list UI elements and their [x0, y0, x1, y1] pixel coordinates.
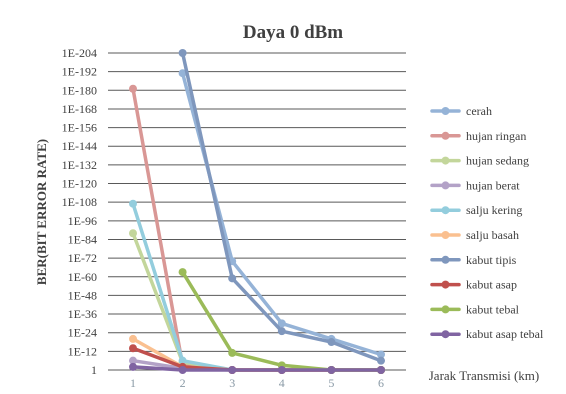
legend-swatch-marker: [441, 255, 450, 264]
data-point: [129, 344, 137, 353]
legend-item: kabut tipis: [430, 253, 517, 267]
series-line: [131, 365, 383, 372]
data-point: [327, 338, 336, 347]
legend-swatch-marker: [441, 131, 450, 140]
chart-title: Daya 0 dBm: [243, 22, 343, 43]
y-tick-label: 1E-72: [68, 251, 97, 265]
legend-item: salju kering: [430, 203, 522, 217]
series-kabut-tipis: [178, 49, 385, 365]
legend-item: hujan berat: [430, 178, 520, 192]
legend-item: kabut asap: [430, 278, 517, 292]
legend-label: salju kering: [466, 203, 522, 217]
data-point: [228, 366, 237, 374]
legend-swatch-marker: [441, 181, 450, 190]
y-tick-label: 1E-108: [62, 195, 97, 209]
legend-label: hujan ringan: [466, 129, 526, 143]
legend-swatch-marker: [441, 206, 450, 215]
legend-label: kabut asap: [466, 278, 517, 292]
legend: cerah hujan ringan hujan sedang hujan berat…: [430, 104, 544, 341]
legend-swatch-marker: [441, 280, 450, 289]
series-line: [180, 71, 383, 357]
legend-label: kabut tebal: [466, 302, 520, 316]
data-point: [178, 268, 187, 277]
legend-label: kabut tipis: [466, 253, 517, 267]
grid-lines: [108, 52, 406, 371]
y-tick-label: 1E-192: [62, 65, 97, 79]
data-point: [377, 350, 385, 359]
data-point: [377, 356, 385, 365]
data-point: [178, 69, 187, 78]
data-point: [129, 84, 137, 93]
data-point: [129, 334, 137, 343]
legend-item: hujan ringan: [430, 129, 526, 143]
y-tick-label: 1E-84: [68, 232, 97, 246]
y-axis-ticks: 1E-204 1E-192 1E-180 1E-168 1E-156 1E-144 1E-1…: [62, 46, 97, 377]
x-tick-label: 3: [229, 376, 235, 390]
data-point: [129, 199, 137, 208]
data-point: [228, 274, 237, 283]
legend-label: kabut asap tebal: [466, 327, 544, 341]
series-hujan-sedang: [129, 229, 385, 374]
y-tick-label: 1E-156: [62, 121, 97, 135]
y-tick-label: 1E-168: [62, 102, 97, 116]
data-point: [129, 229, 137, 238]
y-tick-label: 1E-180: [62, 83, 97, 97]
x-axis-ticks: 1 2 3 4 5 6: [130, 376, 384, 390]
x-tick-label: 6: [378, 376, 384, 390]
data-point: [277, 366, 286, 374]
data-point: [277, 319, 286, 328]
y-tick-label: 1E-48: [68, 288, 97, 302]
legend-item: salju basah: [430, 228, 519, 242]
y-tick-label: 1E-144: [62, 139, 97, 153]
data-point: [129, 356, 137, 365]
y-tick-label: 1E-96: [68, 214, 97, 228]
legend-item: kabut tebal: [430, 302, 520, 316]
x-tick-label: 5: [328, 376, 334, 390]
x-axis-label: Jarak Transmisi (km): [429, 368, 540, 383]
y-tick-label: 1E-24: [68, 326, 97, 340]
data-point: [178, 49, 187, 57]
data-point: [178, 366, 187, 374]
data-point: [327, 366, 336, 374]
data-point: [129, 362, 137, 371]
data-point: [178, 356, 187, 365]
legend-item: hujan sedang: [430, 154, 529, 168]
y-tick-label: 1E-36: [68, 307, 97, 321]
legend-swatch-marker: [441, 231, 450, 239]
x-tick-label: 1: [130, 376, 136, 390]
legend-label: hujan berat: [466, 178, 520, 192]
y-tick-label: 1E-204: [62, 46, 97, 60]
legend-swatch-marker: [441, 107, 450, 115]
legend-swatch-marker: [441, 156, 450, 165]
legend-label: cerah: [466, 104, 492, 118]
x-tick-label: 4: [279, 376, 285, 390]
y-tick-label: 1E-60: [68, 270, 97, 284]
y-tick-label: 1E-120: [62, 177, 97, 191]
legend-item: kabut asap tebal: [430, 327, 544, 341]
data-point: [277, 327, 286, 336]
legend-item: cerah: [430, 104, 492, 118]
legend-label: hujan sedang: [466, 154, 529, 168]
y-tick-label: 1E-132: [62, 158, 97, 172]
data-point: [228, 348, 237, 357]
y-axis-label: BER(BIT ERROR RATE): [34, 139, 49, 285]
legend-label: salju basah: [466, 228, 519, 242]
data-point: [377, 366, 385, 374]
legend-swatch-marker: [441, 305, 450, 314]
y-tick-label: 1: [91, 363, 97, 377]
series-hujan-ringan: [129, 84, 385, 374]
x-tick-label: 2: [180, 376, 186, 390]
legend-swatch-marker: [441, 330, 450, 339]
series-kabut-asap-tebal: [129, 362, 385, 374]
series-lines: [129, 49, 385, 374]
y-tick-label: 1E-12: [68, 344, 97, 358]
